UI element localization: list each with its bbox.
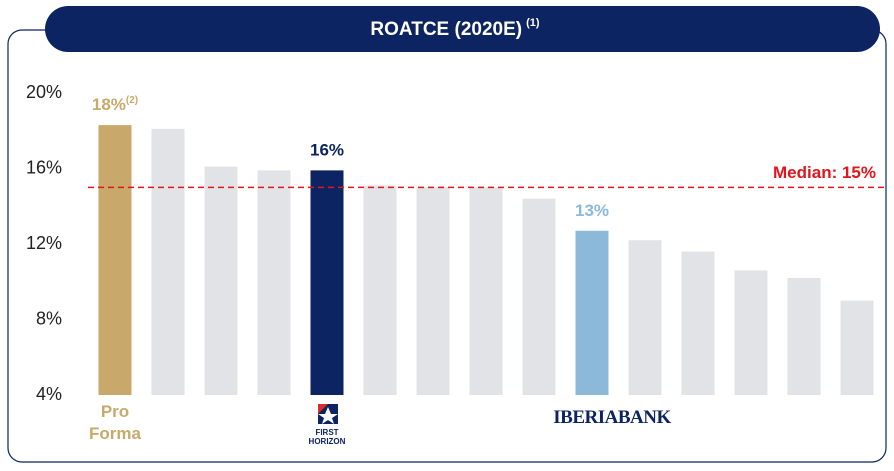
bar (681, 251, 715, 395)
bar (204, 166, 238, 395)
category-label: FIRST HORIZON (308, 428, 346, 446)
value-label-text: 13% (575, 201, 609, 220)
bar (840, 300, 874, 395)
y-tick-label: 4% (36, 384, 62, 404)
bar (575, 230, 609, 395)
category-label: Pro Forma (89, 402, 141, 443)
x-tick-label: IBERIABANK (553, 407, 671, 428)
median-label: Median: 15% (773, 163, 876, 182)
bar (628, 240, 662, 395)
category-label: IBERIABANK (553, 407, 671, 428)
bar (787, 277, 821, 395)
value-label-text: 18% (92, 96, 126, 115)
y-tick-label: 12% (26, 233, 62, 253)
bar (416, 187, 450, 395)
x-tick-label: Pro Forma (89, 402, 141, 443)
bar (734, 270, 768, 395)
bar (522, 198, 556, 395)
x-tick-label: FIRST HORIZON (308, 428, 346, 446)
value-label: 13% (575, 201, 609, 220)
value-label: 18%(2) (92, 95, 138, 115)
bar (469, 187, 503, 395)
chart-title: ROATCE (2020E) (1) (370, 17, 539, 40)
bar (257, 170, 291, 395)
y-tick-label: 8% (36, 308, 62, 328)
bar (151, 128, 185, 396)
y-tick-label: 20% (26, 82, 62, 102)
y-tick-label: 16% (26, 157, 62, 177)
first-horizon-icon (318, 404, 338, 424)
value-label-text: 16% (310, 141, 344, 160)
bar (98, 125, 132, 396)
bar (363, 185, 397, 395)
value-label-note: (2) (126, 95, 138, 106)
value-label: 16% (310, 141, 344, 160)
bar (310, 170, 344, 395)
title-bar (45, 6, 880, 52)
